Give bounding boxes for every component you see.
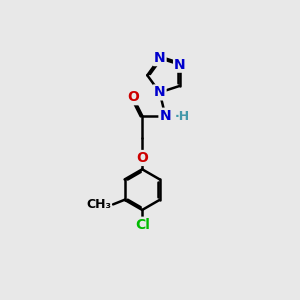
- Text: Cl: Cl: [135, 218, 150, 232]
- Text: N: N: [160, 109, 171, 123]
- Text: N: N: [174, 58, 186, 72]
- Text: O: O: [127, 90, 139, 104]
- Text: CH₃: CH₃: [86, 198, 111, 211]
- Text: ·H: ·H: [175, 110, 190, 123]
- Text: N: N: [154, 85, 166, 99]
- Text: N: N: [154, 51, 166, 65]
- Text: O: O: [136, 151, 148, 165]
